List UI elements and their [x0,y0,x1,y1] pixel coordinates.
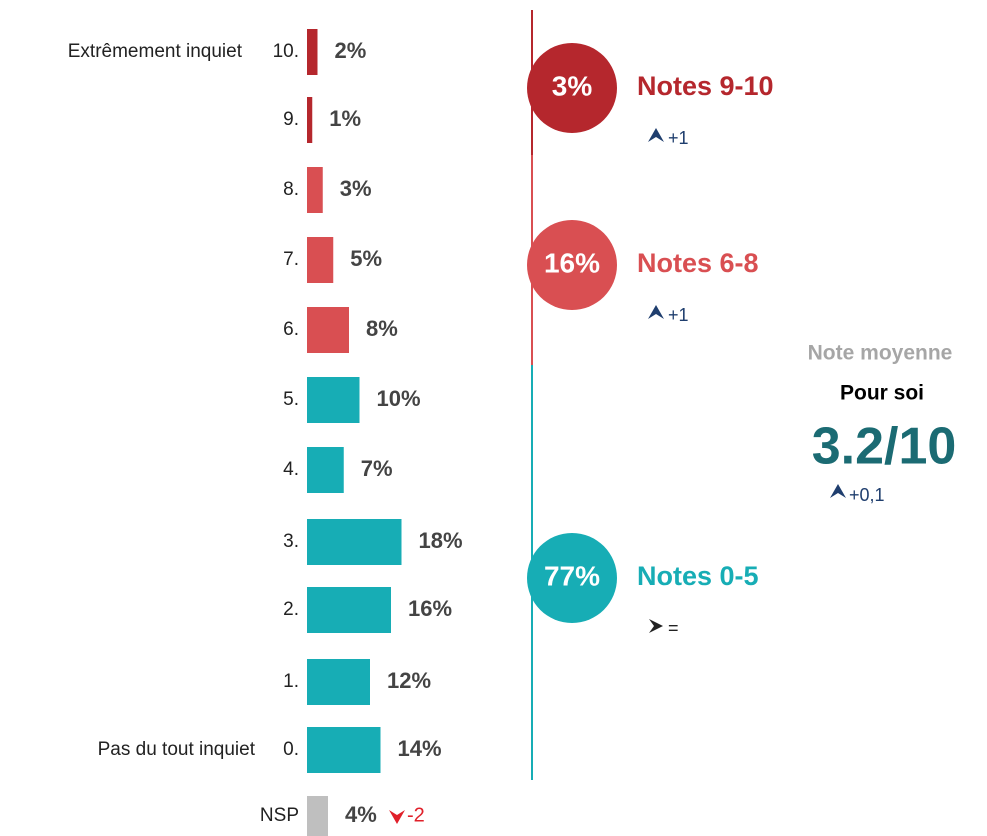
category-label: 4. [283,459,299,480]
value-label: 5% [350,246,382,271]
category-label: 5. [283,389,299,410]
value-label: 7% [361,456,393,481]
mean-title: Note moyenne [808,342,953,365]
trend-arrow [648,128,664,142]
group-circle [527,43,617,133]
bar [307,29,318,75]
category-label: NSP [260,805,299,826]
value-label: 18% [419,528,463,553]
group-change: = [668,618,679,638]
value-label: 1% [329,106,361,131]
scale-label: Pas du tout inquiet [98,739,256,760]
category-label: 10. [273,41,299,62]
group-circle [527,533,617,623]
bar [307,796,328,836]
value-label: 12% [387,668,431,693]
bar [307,237,334,283]
group-share: 3% [552,70,593,101]
mean-subtitle: Pour soi [840,382,924,405]
bar [307,519,402,565]
nsp-change: -2 [407,804,425,826]
category-label: 8. [283,179,299,200]
category-label: 6. [283,319,299,340]
group-name: Notes 6-8 [637,248,759,278]
trend-arrow [830,484,846,498]
bar [307,587,391,633]
group-change: +1 [668,305,689,325]
group-change: +1 [668,128,689,148]
bar [307,307,349,353]
value-label: 2% [335,38,367,63]
group-circle [527,220,617,310]
category-label: 0. [283,739,299,760]
group-share: 16% [544,247,600,278]
mean-change: +0,1 [849,485,885,505]
bar [307,659,370,705]
mean-value: 3.2/10 [812,418,957,476]
bar [307,167,323,213]
trend-arrow [389,810,405,824]
category-label: 1. [283,671,299,692]
trend-arrow [648,305,664,319]
group-share: 77% [544,560,600,591]
category-label: 2. [283,599,299,620]
group-name: Notes 9-10 [637,71,774,101]
trend-arrow [649,619,663,633]
value-label: 4% [345,802,377,827]
category-label: 3. [283,531,299,552]
category-label: 7. [283,249,299,270]
value-label: 14% [398,736,442,761]
bar [307,377,360,423]
bar [307,727,381,773]
group-name: Notes 0-5 [637,561,759,591]
value-label: 16% [408,596,452,621]
value-label: 10% [377,386,421,411]
value-label: 8% [366,316,398,341]
scale-label: Extrêmement inquiet [68,41,243,62]
bar [307,97,313,143]
bar [307,447,344,493]
value-label: 3% [340,176,372,201]
category-label: 9. [283,109,299,130]
